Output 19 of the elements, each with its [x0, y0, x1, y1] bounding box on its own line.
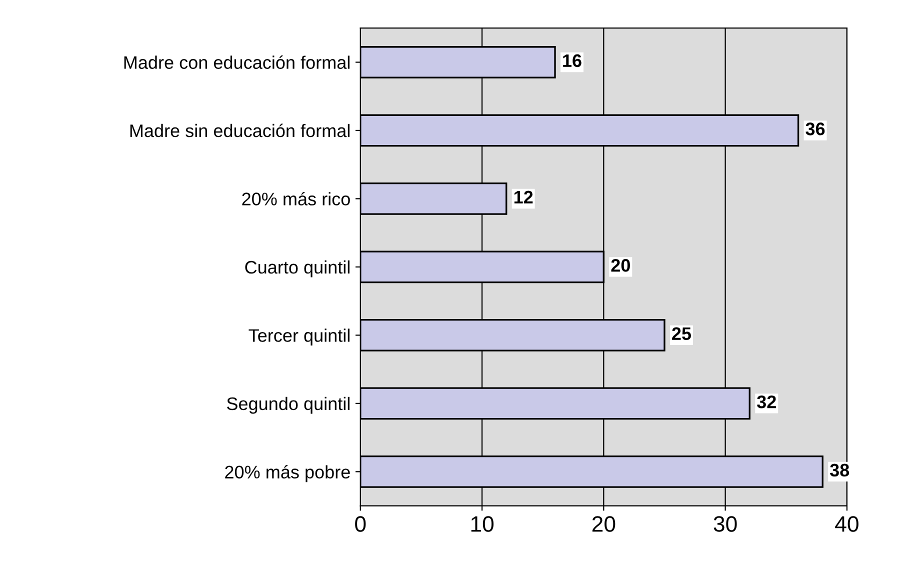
data-label: 16: [563, 54, 582, 68]
data-label: 25: [672, 327, 692, 340]
x-tick-label: 10: [471, 516, 494, 532]
data-label: 20: [611, 259, 630, 272]
y-tick-label: 20% más pobre: [225, 465, 350, 482]
data-label: 36: [806, 122, 825, 136]
x-tick-label: 30: [714, 516, 737, 532]
x-tick-label: 0: [355, 516, 366, 532]
data-label: 32: [756, 395, 776, 408]
y-tick-label: Cuarto quintil: [245, 260, 350, 278]
y-tick-label: Segundo quintil: [227, 396, 350, 414]
data-label: 38: [830, 464, 850, 477]
y-tick-label: Madre sin educación formal: [130, 124, 350, 138]
x-tick-label: 40: [835, 516, 858, 532]
y-tick-label: Madre con educación formal: [124, 55, 350, 69]
data-label: 12: [514, 190, 533, 204]
y-tick-label: Tercer quintil: [248, 328, 350, 346]
y-tick-label: 20% más rico: [242, 192, 350, 206]
x-tick-label: 20: [592, 516, 616, 532]
